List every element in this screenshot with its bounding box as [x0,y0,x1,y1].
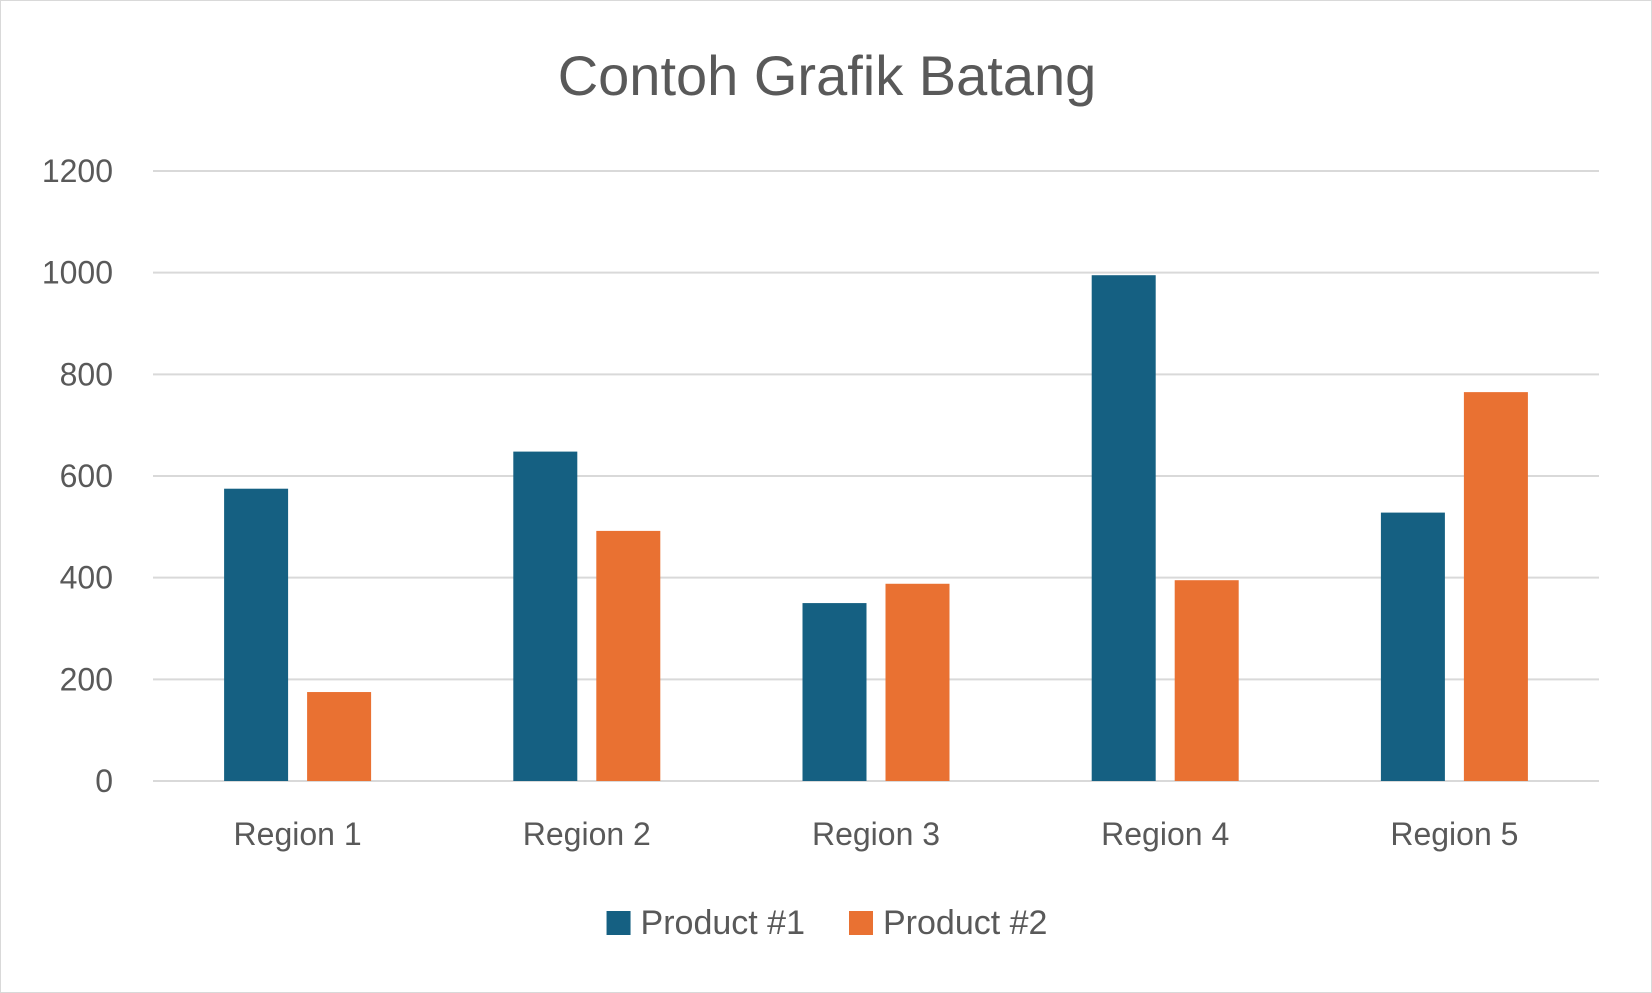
bar-product-2-region-2 [596,530,661,781]
legend-label: Product #1 [641,904,805,942]
legend: Product #1 Product #2 [606,904,1047,942]
bar-product-2-region-5 [1463,392,1528,781]
y-tick-label: 800 [60,356,113,392]
y-tick-label: 0 [95,763,113,799]
x-tick-label: Region 3 [812,816,940,852]
x-tick-label: Region 2 [523,816,651,852]
chart-title: Contoh Grafik Batang [558,44,1097,107]
bar-product-1-region-3 [802,603,867,781]
bar-product-2-region-4 [1174,580,1239,781]
legend-item: Product #2 [849,904,1047,942]
x-axis-tick-labels: Region 1 Region 2 Region 3 Region 4 Region 5 [234,816,1519,852]
y-tick-label: 600 [60,458,113,494]
legend-swatch [849,911,873,935]
x-tick-label: Region 1 [234,816,362,852]
y-tick-label: 1200 [42,153,113,189]
legend-item: Product #1 [606,904,805,942]
bar-product-1-region-4 [1091,275,1156,781]
x-tick-label: Region 5 [1390,816,1518,852]
y-tick-label: 1000 [42,255,113,291]
y-tick-label: 200 [60,661,113,697]
bar-product-2-region-1 [307,692,372,781]
bar-product-1-region-5 [1380,512,1445,781]
legend-label: Product #2 [883,904,1047,942]
y-tick-label: 400 [60,560,113,596]
bar-product-1-region-1 [224,488,289,781]
gridlines [153,170,1599,782]
legend-swatch [606,911,631,935]
x-tick-label: Region 4 [1101,816,1229,852]
bar-product-2-region-3 [885,583,950,781]
bar-product-1-region-2 [513,451,578,781]
bars [224,275,1528,781]
y-axis-tick-labels: 0 200 400 600 800 1000 1200 [42,153,113,799]
